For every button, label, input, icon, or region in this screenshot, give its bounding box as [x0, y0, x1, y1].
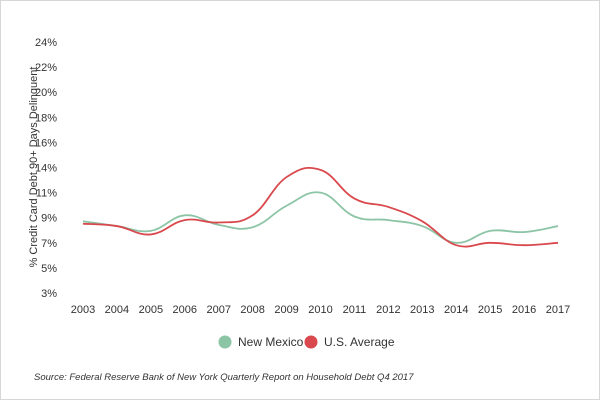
x-tick-label: 2014	[444, 304, 468, 316]
y-tick-label: 20%	[35, 87, 57, 99]
y-tick-label: 18%	[35, 112, 57, 124]
y-tick-label: 5%	[41, 263, 57, 275]
y-tick-label: 9%	[41, 213, 57, 225]
y-tick-label: 7%	[41, 238, 57, 250]
y-tick-label: 11%	[36, 188, 57, 200]
legend-label: U.S. Average	[324, 335, 395, 349]
x-tick-label: 2003	[71, 304, 95, 316]
y-tick-label: 16%	[35, 137, 57, 149]
x-tick-label: 2008	[240, 304, 264, 316]
source-note: Source: Federal Reserve Bank of New York…	[34, 372, 414, 383]
y-tick-label: 3%	[41, 288, 57, 300]
legend-label: New Mexico	[238, 335, 304, 349]
x-tick-label: 2015	[478, 304, 502, 316]
x-tick-label: 2004	[105, 304, 129, 316]
legend-swatch	[218, 335, 232, 349]
x-tick-label: 2010	[308, 304, 332, 316]
x-tick-label: 2013	[410, 304, 434, 316]
x-tick-label: 2006	[173, 304, 197, 316]
series-line-u-s-average	[82, 166, 559, 248]
x-tick-label: 2017	[546, 304, 570, 316]
legend: New Mexico U.S. Average	[218, 335, 395, 349]
x-tick-label: 2012	[376, 304, 400, 316]
x-tick-label: 2005	[139, 304, 163, 316]
legend-swatch	[304, 335, 318, 349]
x-tick-label: 2016	[512, 304, 536, 316]
y-axis-title: % Credit Card Debt 90+ Days Delinquent	[28, 67, 40, 268]
y-tick-label: 22%	[35, 62, 57, 74]
x-tick-label: 2011	[343, 304, 367, 316]
series-line-new-mexico	[82, 191, 559, 244]
series-lines	[82, 166, 559, 248]
y-tick-label: 14%	[35, 163, 57, 175]
x-tick-label: 2007	[206, 304, 230, 316]
y-tick-label: 24%	[35, 37, 57, 49]
x-axis-ticks: 2003 2004 2005 2006 2007 2008 2009 2010 2011 2012…	[71, 304, 570, 316]
x-tick-label: 2009	[274, 304, 298, 316]
y-axis-ticks: 24% 22% 20% 18% 16% 14% 11% 9% 7% 5% 3%	[35, 37, 57, 300]
